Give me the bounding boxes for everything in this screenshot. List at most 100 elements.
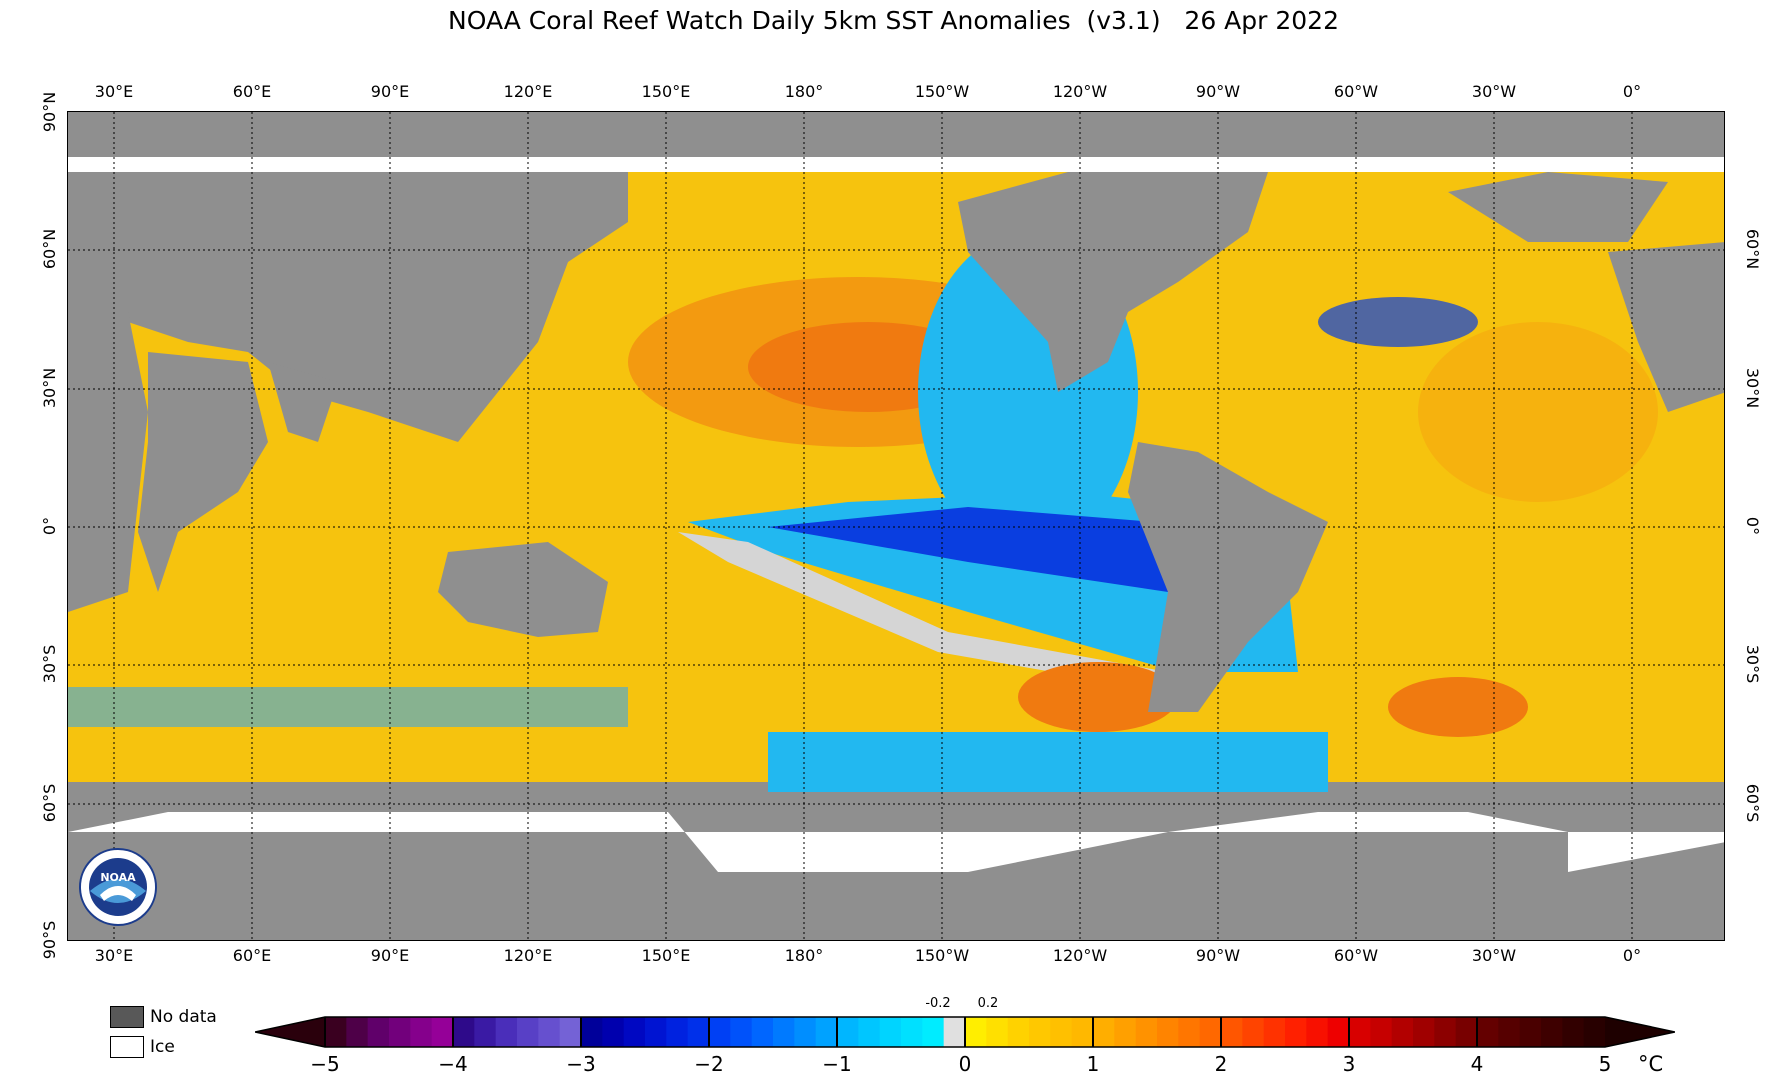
colorbar-tick: −2: [694, 1052, 724, 1076]
colorbar-cell: [1413, 1017, 1435, 1047]
colorbar-cell: [389, 1017, 411, 1047]
lat-label: 90°S: [40, 920, 59, 960]
colorbar-cell: [346, 1017, 369, 1047]
lat-label: 30°S: [1743, 644, 1762, 684]
colorbar-cell: [709, 1017, 731, 1047]
no-data-label: No data: [150, 1007, 217, 1027]
lon-label: 60°W: [1333, 82, 1379, 101]
map-title: NOAA Coral Reef Watch Daily 5km SST Anom…: [448, 6, 1339, 35]
graticule: [68, 112, 1724, 940]
sst-anomaly-map: NOAA: [67, 111, 1725, 941]
colorbar-cell: [943, 1017, 966, 1047]
lat-label: 30°S: [40, 644, 59, 684]
ice-label: Ice: [150, 1037, 175, 1057]
colorbar-small-tick: -0.2: [925, 996, 951, 1011]
colorbar-cell: [559, 1017, 582, 1047]
colorbar-cell: [1477, 1017, 1499, 1047]
lat-label: 90°N: [40, 91, 59, 133]
colorbar-cell: [1157, 1017, 1179, 1047]
lon-label: 90°E: [370, 82, 410, 101]
colorbar-cell: [1327, 1017, 1350, 1047]
colorbar-cell: [1093, 1017, 1115, 1047]
colorbar-cell: [1199, 1017, 1222, 1047]
lat-label: 60°N: [40, 228, 59, 270]
colorbar-cell: [1455, 1017, 1478, 1047]
colorbar-cell: [858, 1017, 881, 1047]
lat-label: 30°N: [40, 367, 59, 409]
colorbar-cell: [773, 1017, 795, 1047]
colorbar-cell: [901, 1017, 923, 1047]
colorbar-cell: [730, 1017, 753, 1047]
greenland-land: [1448, 172, 1668, 242]
lon-label: 150°E: [641, 946, 691, 965]
lon-label: 120°W: [1052, 946, 1108, 965]
colorbar-cell: [922, 1017, 945, 1047]
colorbar-cell: [687, 1017, 710, 1047]
lon-label: 150°W: [914, 946, 970, 965]
north-atlantic-warm: [1418, 322, 1658, 502]
southern-ocean-cool: [768, 732, 1328, 792]
colorbar-cell: [538, 1017, 561, 1047]
lat-label: 60°N: [1743, 228, 1762, 270]
colorbar-cell: [1029, 1017, 1051, 1047]
colorbar-cell: [1221, 1017, 1243, 1047]
gulf-stream-cold: [1318, 297, 1478, 347]
india-land: [268, 362, 338, 442]
colorbar: [255, 1016, 1675, 1048]
lon-label: 0°: [1622, 82, 1642, 101]
colorbar-cell: [1370, 1017, 1393, 1047]
lon-label: 30°W: [1471, 82, 1517, 101]
colorbar-cell: [431, 1017, 454, 1047]
colorbar-cell: [1178, 1017, 1201, 1047]
colorbar-cell: [453, 1017, 475, 1047]
colorbar-cell: [1583, 1017, 1606, 1047]
lon-label: 120°E: [503, 946, 553, 965]
lon-label: 150°W: [914, 82, 970, 101]
lon-label: 180°: [784, 82, 824, 101]
neutral-band: [678, 532, 1168, 692]
colorbar-tick: −3: [566, 1052, 596, 1076]
colorbar-cell: [1050, 1017, 1073, 1047]
south-atlantic-hot: [1388, 677, 1528, 737]
colorbar-cell: [602, 1017, 625, 1047]
colorbar-tick: 2: [1214, 1052, 1228, 1076]
ice-swatch: [110, 1036, 144, 1058]
lon-label: 30°E: [94, 946, 134, 965]
colorbar-tick: 1: [1086, 1052, 1100, 1076]
lon-label: 60°E: [232, 946, 272, 965]
colorbar-cell: [367, 1017, 390, 1047]
lon-label: 150°E: [641, 82, 691, 101]
colorbar-cell: [1391, 1017, 1414, 1047]
colorbar-cell: [751, 1017, 774, 1047]
colorbar-tick: −4: [438, 1052, 468, 1076]
colorbar-cell: [1285, 1017, 1307, 1047]
colorbar-cell: [1349, 1017, 1371, 1047]
lon-label: 180°: [784, 946, 824, 965]
colorbar-cell: [1071, 1017, 1094, 1047]
south-pacific-hot: [1018, 662, 1178, 732]
lat-label: 30°N: [1743, 367, 1762, 409]
colorbar-cell: [794, 1017, 817, 1047]
north-america-land: [958, 172, 1268, 392]
colorbar-cell: [645, 1017, 667, 1047]
colorbar-cell: [1306, 1017, 1329, 1047]
europe-land: [1608, 242, 1724, 412]
lon-label: 60°E: [232, 82, 272, 101]
antarctica-land: [68, 832, 1724, 940]
lon-label: 90°W: [1195, 946, 1241, 965]
lon-label: 60°W: [1333, 946, 1379, 965]
colorbar-cell: [1519, 1017, 1542, 1047]
lon-label: 90°E: [370, 946, 410, 965]
lon-label: 30°E: [94, 82, 134, 101]
colorbar-cell: [1242, 1017, 1265, 1047]
colorbar-cell: [1114, 1017, 1137, 1047]
antarctic-ice: [68, 812, 1724, 872]
colorbar-tick: −1: [822, 1052, 852, 1076]
colorbar-cell: [410, 1017, 433, 1047]
colorbar-cell: [1562, 1017, 1585, 1047]
colorbar-tick: 3: [1342, 1052, 1356, 1076]
lon-label: 90°W: [1195, 82, 1241, 101]
africa-west-land: [68, 312, 148, 612]
lat-label: 60°S: [1743, 783, 1762, 823]
noaa-logo: NOAA: [78, 847, 158, 927]
